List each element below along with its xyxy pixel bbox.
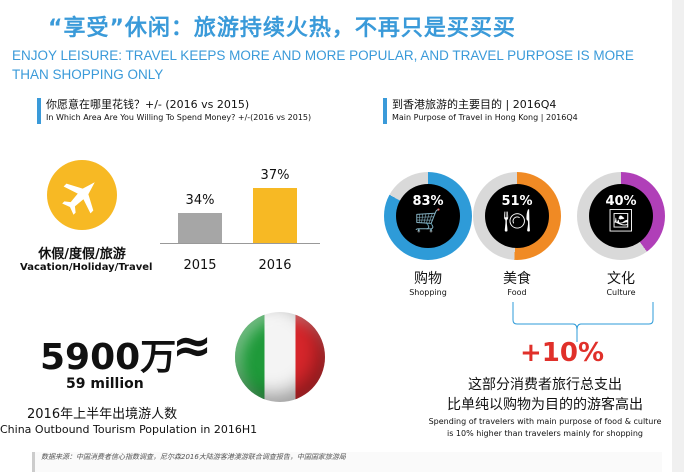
increase-value: +10% bbox=[520, 338, 605, 368]
category-zh: 休假/度假/旅游 bbox=[38, 247, 126, 262]
approx-sign: ≈ bbox=[172, 318, 213, 374]
donut-center: 83% 🛒 bbox=[396, 184, 460, 248]
donut-label: 文化 Culture bbox=[581, 268, 661, 297]
donut-food: 51% 🍽 bbox=[473, 172, 561, 260]
bar-baseline bbox=[160, 243, 320, 244]
right-section-heading: 到香港旅游的主要目的 | 2016Q4 Main Purpose of Trav… bbox=[383, 98, 578, 124]
note-zh-2: 比单纯以购物为目的的游客高出 bbox=[447, 397, 643, 413]
increase-note-en: Spending of travelers with main purpose … bbox=[410, 416, 680, 440]
heading-en: Main Purpose of Travel in Hong Kong | 20… bbox=[392, 113, 578, 122]
left-section-heading: 你愿意在哪里花钱？+/- (2016 vs 2015) In Which Are… bbox=[37, 98, 311, 124]
donut-center: 51% 🍽 bbox=[485, 184, 549, 248]
label-zh: 购物 bbox=[414, 271, 442, 287]
page-title: “享受”休闲：旅游持续火热，不再只是买买买 bbox=[48, 16, 516, 41]
population-million: 59 million bbox=[66, 376, 144, 392]
note-zh-1: 这部分消费者旅行总支出 bbox=[468, 377, 622, 393]
note-en-1: Spending of travelers with main purpose … bbox=[428, 417, 662, 426]
airplane-icon bbox=[47, 160, 117, 230]
label-zh: 文化 bbox=[607, 271, 635, 287]
heading-en: In Which Area Are You Willing To Spend M… bbox=[46, 113, 312, 122]
page-subtitle: ENJOY LEISURE: TRAVEL KEEPS MORE AND MOR… bbox=[12, 48, 634, 82]
source-text: 数据来源：中国消费者信心指数调查，尼尔森2016大陆游客港澳游联合调查报告，中国… bbox=[41, 453, 346, 461]
bar-2016 bbox=[253, 188, 297, 243]
population-zh: 2016年上半年出境游人数 bbox=[27, 407, 178, 422]
bar-value-label: 37% bbox=[260, 168, 290, 184]
donut-culture: 40% 🖼 bbox=[577, 172, 665, 260]
heading-zh: 你愿意在哪里花钱？+/- (2016 vs 2015) bbox=[46, 98, 250, 111]
increase-note-zh: 这部分消费者旅行总支出 比单纯以购物为目的的游客高出 bbox=[420, 375, 670, 415]
label-en: Food bbox=[507, 288, 527, 297]
population-big: 5900万 bbox=[40, 337, 177, 378]
side-strip bbox=[672, 0, 684, 472]
label-en: Culture bbox=[606, 288, 636, 297]
donut-value: 83% bbox=[412, 194, 444, 209]
donut-value: 51% bbox=[501, 194, 533, 209]
dining-icon: 🍽 bbox=[503, 209, 531, 234]
bar-2015 bbox=[178, 213, 222, 243]
bracket bbox=[512, 302, 654, 342]
photos-icon: 🖼 bbox=[607, 209, 635, 234]
population-en: China Outbound Tourism Population in 201… bbox=[0, 423, 258, 436]
heading-zh: 到香港旅游的主要目的 | 2016Q4 bbox=[392, 98, 557, 111]
donut-value: 40% bbox=[605, 194, 637, 209]
label-en: Shopping bbox=[409, 288, 447, 297]
label-zh: 美食 bbox=[503, 271, 531, 287]
donut-shopping: 83% 🛒 bbox=[384, 172, 472, 260]
footer-source: 数据来源：中国消费者信心指数调查，尼尔森2016大陆游客港澳游联合调查报告，中国… bbox=[32, 452, 662, 472]
donut-label: 购物 Shopping bbox=[388, 268, 468, 297]
italy-flag-icon bbox=[235, 312, 325, 402]
note-en-2: is 10% higher than travelers mainly for … bbox=[447, 429, 643, 438]
bar-year-label: 2016 bbox=[258, 258, 292, 273]
category-label: 休假/度假/旅游 Vacation/Holiday/Travel bbox=[20, 243, 153, 273]
bar-year-label: 2015 bbox=[183, 258, 217, 273]
bar-value-label: 34% bbox=[185, 193, 215, 208]
donut-label: 美食 Food bbox=[477, 268, 557, 297]
category-en: Vacation/Holiday/Travel bbox=[20, 262, 153, 273]
donut-center: 40% 🖼 bbox=[589, 184, 653, 248]
shopping-cart-icon: 🛒 bbox=[414, 209, 442, 234]
